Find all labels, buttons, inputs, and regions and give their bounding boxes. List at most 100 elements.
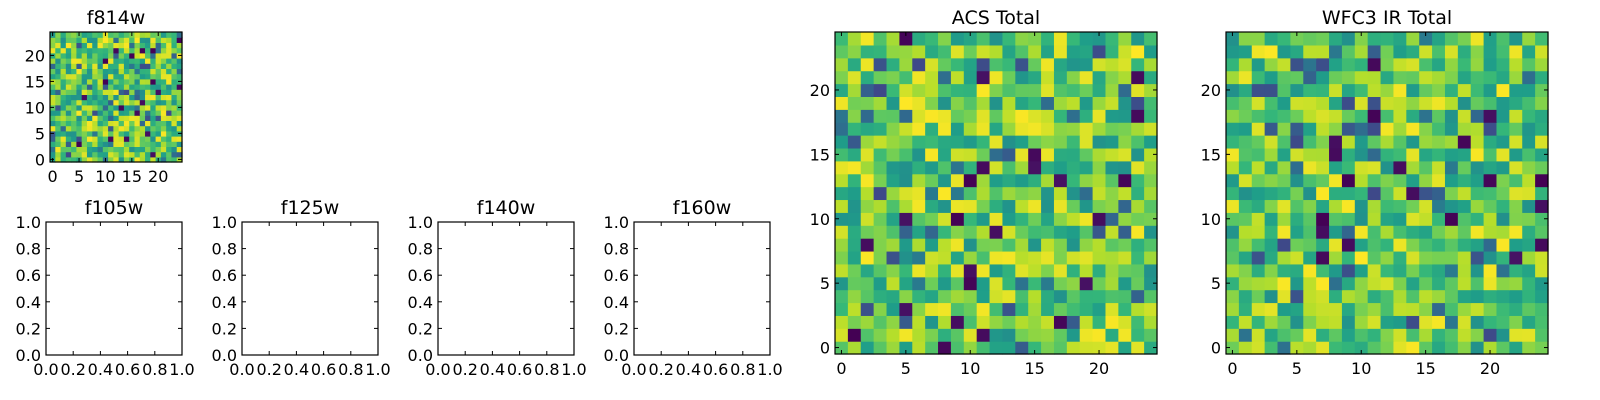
heatmap-cell (886, 250, 900, 265)
heatmap-cell (1457, 109, 1472, 123)
heatmap-cell (989, 147, 1004, 162)
heatmap-cell (155, 151, 162, 158)
heatmap-cell (976, 263, 991, 278)
heatmap-cell (1041, 32, 1055, 46)
heatmap-cell (1457, 122, 1472, 136)
heatmap-cell (1041, 122, 1055, 136)
heatmap-cell (145, 120, 151, 127)
heatmap-cell (1105, 70, 1119, 85)
heatmap-cell (899, 57, 913, 72)
heatmap-cell (1053, 186, 1068, 201)
heatmap-cell (1226, 289, 1240, 304)
heatmap-cell (912, 70, 926, 85)
heatmap-cell (1028, 302, 1042, 316)
heatmap-cell (55, 63, 62, 69)
heatmap-cell (873, 238, 888, 252)
heatmap-cell (1238, 160, 1253, 175)
heatmap-cell (1105, 32, 1119, 46)
heatmap-cell (134, 58, 141, 64)
heatmap-cell (1329, 70, 1343, 85)
heatmap-cell (60, 115, 67, 121)
heatmap-cell (835, 328, 849, 342)
heatmap-cell (925, 328, 939, 342)
heatmap-cell (1535, 96, 1549, 110)
heatmap-cell (65, 130, 72, 137)
heatmap-cell (1092, 341, 1107, 355)
heatmap-cell (113, 104, 120, 111)
heatmap-cell (171, 73, 178, 80)
heatmap-cell (963, 96, 978, 110)
heatmap-cell (1367, 109, 1382, 123)
heatmap-cell (86, 136, 93, 142)
heatmap-cell (1290, 276, 1304, 291)
heatmap-cell (1028, 263, 1042, 278)
heatmap-cell (1444, 212, 1459, 226)
heatmap-cell (1316, 44, 1330, 59)
heatmap-cell (1329, 122, 1343, 136)
heatmap-cell (912, 250, 926, 265)
heatmap-cell (60, 63, 67, 69)
heatmap-cell (1329, 160, 1343, 175)
heatmap-cell (160, 130, 167, 137)
heatmap-cell (1066, 32, 1081, 46)
heatmap-cell (1144, 238, 1158, 252)
heatmap-cell (1144, 173, 1158, 188)
heatmap-cell (847, 238, 862, 252)
heatmap-cell (1316, 173, 1330, 188)
heatmap-cell (76, 52, 83, 59)
heatmap-cell (950, 122, 965, 136)
heatmap-cell (1066, 238, 1081, 252)
x-tick-label: 0 (48, 167, 58, 186)
heatmap-cell (1092, 147, 1107, 162)
heatmap-cell (171, 94, 178, 101)
panel-title: f814w (87, 7, 146, 29)
heatmap-cell (1419, 57, 1433, 72)
heatmap-cell (102, 84, 109, 90)
heatmap-cell (1522, 57, 1536, 72)
heatmap-cell (1238, 57, 1253, 72)
heatmap-cell (1002, 135, 1016, 149)
heatmap-cell (134, 156, 141, 163)
heatmap-cell (1470, 302, 1485, 316)
heatmap-cell (1264, 96, 1279, 110)
heatmap-cell (1079, 225, 1094, 239)
heatmap-cell (1238, 225, 1253, 239)
heatmap-cell (1496, 263, 1510, 278)
heatmap-cell (1002, 70, 1016, 85)
y-tick-label: 1.0 (408, 213, 433, 232)
heatmap-cell (1329, 147, 1343, 162)
heatmap-cell (86, 115, 93, 121)
heatmap-cell (1303, 315, 1317, 329)
heatmap-cell (134, 42, 141, 49)
heatmap-cell (171, 32, 178, 38)
heatmap-cell (171, 42, 178, 49)
heatmap-cell (1105, 135, 1119, 149)
heatmap-cell (938, 302, 952, 316)
heatmap-cell (1432, 225, 1446, 239)
heatmap-cell (847, 341, 862, 355)
heatmap-cell (1329, 83, 1343, 97)
heatmap-cell (1522, 135, 1536, 149)
heatmap-cell (950, 212, 965, 226)
heatmap-cell (1432, 186, 1446, 201)
heatmap-cell (835, 302, 849, 316)
heatmap-cell (1251, 212, 1266, 226)
heatmap-cell (160, 42, 167, 49)
heatmap-cell (1419, 341, 1433, 355)
heatmap-cell (86, 156, 93, 163)
heatmap-cell (1131, 250, 1145, 265)
axes-frame (1225, 31, 1549, 355)
x-tick-label: 0 (1227, 359, 1237, 378)
heatmap-cell (938, 160, 952, 175)
heatmap-cell (166, 89, 173, 95)
heatmap-cell (873, 199, 888, 213)
heatmap-cell (118, 99, 125, 106)
heatmap-cell (950, 173, 965, 188)
heatmap-cell (160, 73, 167, 80)
heatmap-cell (925, 109, 939, 123)
heatmap-cell (166, 68, 173, 75)
heatmap-cell (145, 99, 151, 106)
heatmap-cell (1406, 44, 1420, 59)
heatmap-cell (1290, 135, 1304, 149)
heatmap-cell (134, 94, 141, 101)
